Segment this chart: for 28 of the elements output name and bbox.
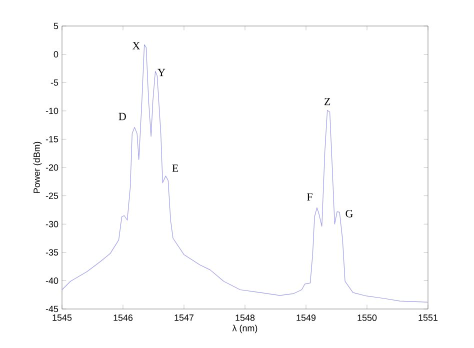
y-tick-label: -30 xyxy=(46,220,58,228)
x-tick-label: 1547 xyxy=(174,314,194,321)
annotation: Y xyxy=(158,68,166,76)
y-tick-label: 5 xyxy=(54,22,58,30)
y-tick-label: -10 xyxy=(46,108,58,114)
line-series xyxy=(62,44,428,303)
y-tick-label: -45 xyxy=(46,306,58,312)
y-axis-title: Power (dBm) xyxy=(33,142,42,193)
x-axis-title: λ (nm) xyxy=(232,324,258,334)
x-tick-label: 1551 xyxy=(418,314,438,321)
x-tick-label: 1549 xyxy=(296,314,316,321)
y-tick-label: -20 xyxy=(46,164,58,171)
y-tick-label: -35 xyxy=(46,249,58,256)
x-tick-label: 1548 xyxy=(236,314,255,321)
y-tick-label: 0 xyxy=(54,51,58,58)
annotation: X xyxy=(132,42,140,50)
y-tick-label: -25 xyxy=(46,192,58,199)
annotation: F xyxy=(306,193,312,200)
annotation: E xyxy=(172,164,178,172)
y-tick-label: -5 xyxy=(50,79,58,86)
annotation: G xyxy=(346,210,353,218)
x-tick-label: 1545 xyxy=(52,314,72,321)
y-tick-label: -40 xyxy=(46,278,58,284)
x-tick-label: 1550 xyxy=(358,314,377,321)
annotation: Z xyxy=(324,98,330,106)
x-tick-label: 1546 xyxy=(114,314,133,321)
y-tick-label: -15 xyxy=(46,136,58,142)
annotation: D xyxy=(118,112,126,120)
